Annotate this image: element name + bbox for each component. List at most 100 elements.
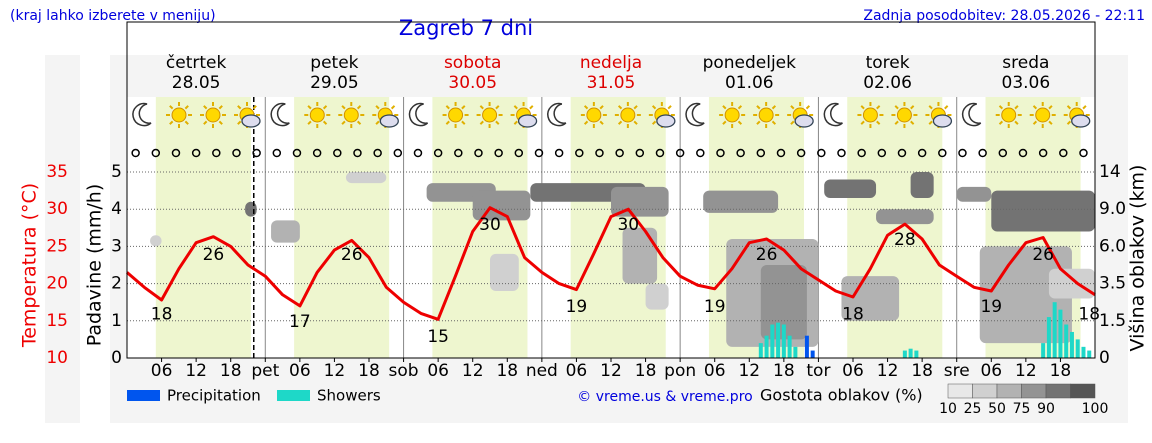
wind-calm	[534, 148, 544, 158]
y-tick-label: 2	[111, 274, 122, 294]
cloud-block	[824, 179, 877, 199]
icon-ray	[928, 120, 933, 125]
icon-ray	[375, 120, 380, 125]
legend-label: Showers	[317, 387, 381, 405]
icon-ray	[1014, 105, 1019, 110]
wind-calm	[353, 148, 362, 158]
icon-ray	[860, 120, 865, 125]
precip-bar	[758, 343, 763, 358]
wind-calm	[696, 148, 705, 158]
icon-sun	[1001, 107, 1017, 123]
copyright[interactable]: © vreme.us & vreme.pro	[577, 389, 752, 405]
icon-sun	[724, 107, 740, 123]
icon-ray	[910, 105, 915, 110]
x-tick-label: 12	[600, 361, 622, 381]
cloud-block	[271, 220, 300, 243]
icon-ray	[583, 105, 589, 110]
wind-calm	[635, 148, 645, 158]
wind-calm	[272, 148, 282, 158]
temp-tick-label: 35	[46, 162, 68, 182]
wind-calm	[817, 148, 826, 158]
icon-ray	[237, 105, 242, 110]
icon-ray	[651, 105, 657, 110]
icon-moon	[132, 102, 152, 127]
wind-calm	[393, 148, 403, 158]
day-date: 31.05	[587, 73, 636, 93]
temp-axis-title: Temperatura (°C)	[19, 183, 41, 348]
density-swatch	[1070, 383, 1096, 399]
x-tick-label: 18	[911, 361, 933, 381]
hint[interactable]: (kraj lahko izberete v meniju)	[10, 8, 216, 24]
wind-calm	[857, 148, 866, 158]
cloud-block	[150, 235, 162, 247]
temp-label: 30	[617, 215, 639, 235]
cloud-block	[991, 190, 1095, 232]
icon-moon	[270, 102, 290, 127]
day-name: sreda	[1002, 53, 1049, 73]
icon-sun	[758, 107, 774, 123]
precip-bar	[1087, 350, 1092, 358]
icon-moon	[408, 102, 429, 127]
icon-cloud	[379, 114, 399, 128]
daylight	[155, 97, 251, 358]
precip-bar	[1069, 331, 1074, 358]
icon-ray	[495, 105, 500, 110]
y-tick-label: 5	[111, 162, 122, 182]
icon-ray	[722, 120, 727, 125]
wind-calm	[514, 148, 524, 158]
icon-ray	[218, 120, 223, 125]
icon-ray	[445, 105, 450, 110]
density-label: 25	[964, 401, 982, 417]
wind-calm	[312, 148, 322, 158]
icon-ray	[445, 120, 450, 125]
temp-label: 26	[756, 245, 778, 265]
icon-moon	[685, 102, 705, 127]
wind-calm	[252, 148, 261, 158]
wind-calm	[978, 148, 987, 158]
wind-calm	[575, 148, 584, 158]
precip-bar	[781, 324, 786, 358]
icon-ray	[513, 120, 518, 125]
x-tick-label: sre	[944, 361, 970, 381]
density-label: 10	[939, 401, 957, 417]
x-tick-label: ned	[526, 361, 558, 381]
density-swatch	[996, 383, 1022, 399]
wind-calm	[1059, 148, 1068, 158]
cloud-tick-label: 0	[1099, 348, 1110, 368]
icon-ray	[341, 120, 346, 125]
icon-cloud	[1071, 114, 1091, 128]
icon-ray	[1048, 120, 1053, 125]
x-tick-label: 18	[496, 361, 518, 381]
icon-ray	[1082, 105, 1087, 110]
precip-bar	[1064, 324, 1069, 358]
legend-swatch	[277, 390, 310, 401]
temp-label: 18	[151, 304, 173, 324]
precip-bar	[770, 324, 775, 358]
icon-ray	[599, 105, 604, 110]
legend-swatch	[127, 390, 160, 401]
y-tick-label: 1	[111, 311, 122, 331]
wind-calm	[998, 148, 1008, 158]
icon-cloud	[656, 114, 676, 128]
wind-calm	[837, 148, 846, 158]
icon-sun	[205, 107, 221, 123]
density-label: 50	[988, 401, 1006, 417]
plot-frame	[126, 21, 1096, 359]
icon-ray	[203, 105, 208, 110]
wind-calm	[1038, 148, 1048, 158]
icon-ray	[790, 105, 795, 110]
temp-label: 15	[427, 327, 449, 347]
temp-tick-label: 25	[46, 236, 68, 256]
icon-sun	[862, 107, 878, 123]
temp-label: 18	[1078, 304, 1100, 324]
icon-sun	[448, 107, 464, 123]
icon-ray	[1014, 120, 1019, 125]
icon-cloud	[932, 114, 953, 128]
x-tick-label: 12	[185, 361, 207, 381]
precip-bar	[1075, 339, 1080, 358]
wind-calm	[454, 148, 463, 158]
cloud-tick-label: 14	[1099, 162, 1121, 182]
density-swatch	[947, 383, 973, 399]
icon-ray	[998, 120, 1004, 125]
day-date: 28.05	[172, 73, 221, 93]
